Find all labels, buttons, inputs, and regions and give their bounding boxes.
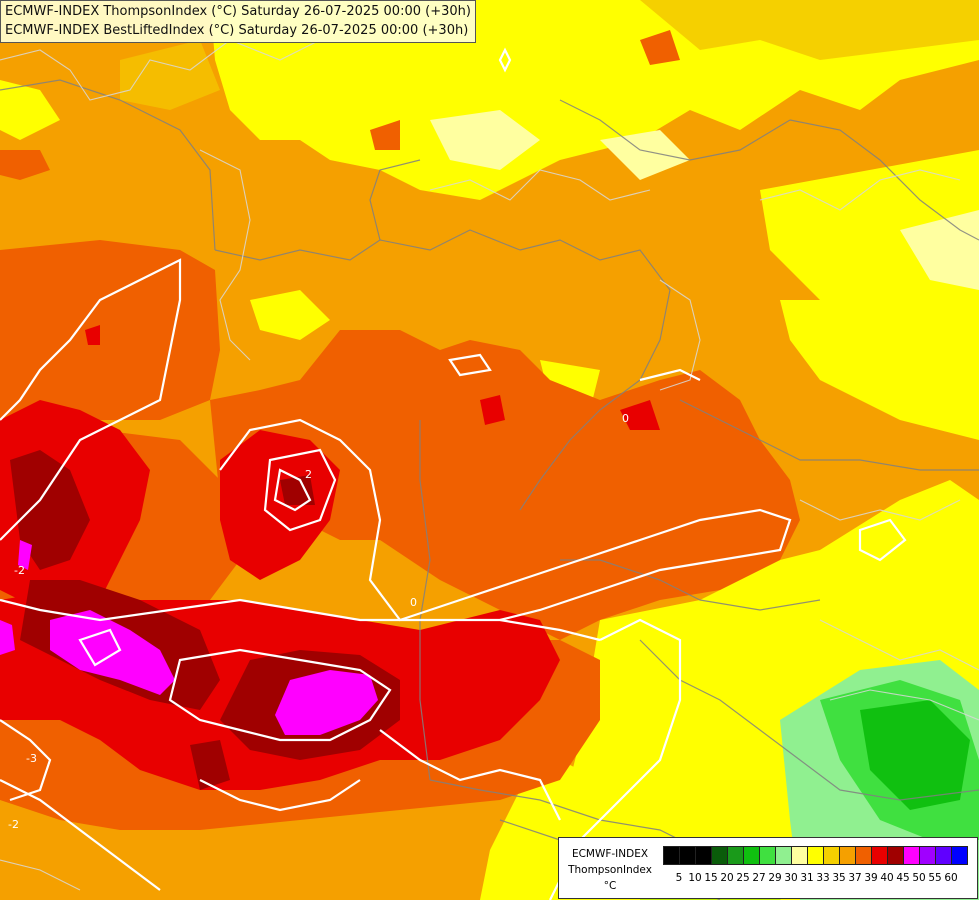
legend-tick-label: 60 — [944, 872, 958, 884]
legend-swatch — [839, 846, 856, 865]
title-thompson-index: ECMWF-INDEX ThompsonIndex (°C) Saturday … — [5, 4, 471, 19]
legend-ticks: 5 10 15 20 25 27 29 30 31 33 35 37 39 40 45 50 55 60 — [671, 872, 959, 884]
legend-text: ECMWF-INDEX ThompsonIndex °C — [561, 846, 659, 894]
legend-swatch — [743, 846, 760, 865]
legend-tick-label: 55 — [928, 872, 942, 884]
legend-swatch — [871, 846, 888, 865]
legend-tick-label: 39 — [864, 872, 878, 884]
legend-model: ECMWF-INDEX — [571, 848, 649, 860]
legend-tick-label: 10 — [688, 872, 702, 884]
legend-tick-label: 20 — [720, 872, 734, 884]
title-best-lifted-index: ECMWF-INDEX BestLiftedIndex (°C) Saturda… — [5, 23, 469, 38]
legend-swatch — [679, 846, 696, 865]
coastlines — [0, 39, 979, 891]
legend-tick-label: 40 — [880, 872, 894, 884]
contour-label-group: 2 -2 -3 -2 0 0 — [8, 412, 629, 831]
legend-swatch — [935, 846, 952, 865]
legend-swatch — [791, 846, 808, 865]
legend-swatch — [775, 846, 792, 865]
field-35 — [120, 40, 220, 110]
lifted-index-contours — [0, 47, 907, 900]
legend-tick-label: 31 — [800, 872, 814, 884]
legend-variable: ThompsonIndex — [568, 864, 652, 876]
legend-tick-label: 30 — [784, 872, 798, 884]
legend-swatch — [855, 846, 872, 865]
legend-tick-label: 29 — [768, 872, 782, 884]
legend-swatch — [711, 846, 728, 865]
contour-label: 0 — [622, 412, 629, 425]
legend-tick-label: 27 — [752, 872, 766, 884]
legend-swatch — [695, 846, 712, 865]
contour-label: 0 — [410, 596, 417, 609]
legend-swatch — [887, 846, 904, 865]
legend-tick-label: 15 — [704, 872, 718, 884]
field-45 — [0, 540, 378, 735]
field-30-33 — [0, 0, 979, 440]
legend-unit: °C — [603, 880, 617, 892]
legend-tick-label: 50 — [912, 872, 926, 884]
legend-tick-label: 33 — [816, 872, 830, 884]
legend-tick-label: 25 — [736, 872, 750, 884]
legend-swatch — [759, 846, 776, 865]
contour-label: -2 — [14, 564, 25, 577]
legend-swatch — [903, 846, 920, 865]
legend-swatch — [663, 846, 680, 865]
legend-tick-label: 5 — [675, 872, 683, 884]
contour-label: -3 — [26, 752, 37, 765]
legend-swatch — [919, 846, 936, 865]
legend-tick-label: 45 — [896, 872, 910, 884]
legend-tick-label: 35 — [832, 872, 846, 884]
legend-swatches — [663, 846, 968, 865]
legend-swatch — [823, 846, 840, 865]
legend-swatch — [807, 846, 824, 865]
legend-swatch — [951, 846, 968, 865]
contour-label: 2 — [305, 468, 312, 481]
map-title-box: ECMWF-INDEX ThompsonIndex (°C) Saturday … — [0, 0, 476, 43]
legend-swatch — [727, 846, 744, 865]
contour-label: -2 — [8, 818, 19, 831]
legend-tick-label: 37 — [848, 872, 862, 884]
color-legend: ECMWF-INDEX ThompsonIndex °C 5 10 15 20 25 27… — [558, 837, 978, 899]
